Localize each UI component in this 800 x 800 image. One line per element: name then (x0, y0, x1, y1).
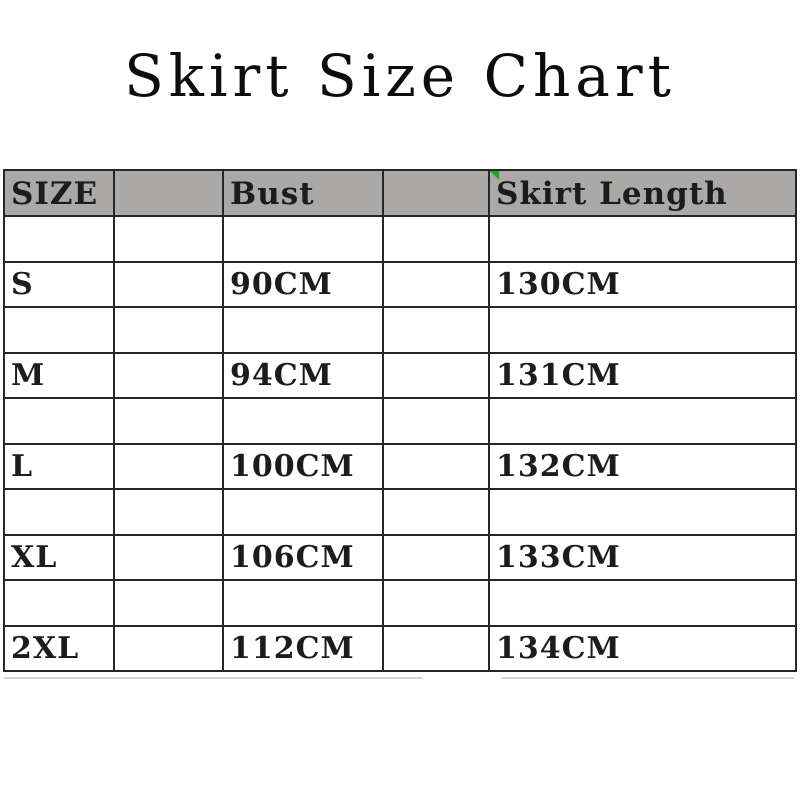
size-cell-l: L (5, 444, 113, 488)
empty-cell (115, 444, 222, 488)
spacer-cell (490, 399, 795, 443)
skirt-length-cell-m: 131CM (490, 353, 795, 397)
spacer-cell (115, 490, 222, 534)
empty-cell (115, 626, 222, 670)
spacer-cell (490, 217, 795, 261)
spacer-cell (490, 490, 795, 534)
size-cell-s: S (5, 262, 113, 306)
bust-cell-2xl: 112CM (224, 626, 382, 670)
spacer-cell (490, 308, 795, 352)
header-cell-skirt-length: Skirt Length (490, 171, 795, 215)
spacer-cell (5, 490, 113, 534)
empty-cell (115, 353, 222, 397)
header-spacer-cell (115, 171, 222, 215)
empty-cell (115, 535, 222, 579)
table-bottom-remnant-line (4, 677, 794, 679)
empty-cell (384, 535, 488, 579)
size-cell-2xl: 2XL (5, 626, 113, 670)
spacer-cell (224, 308, 382, 352)
size-cell-xl: XL (5, 535, 113, 579)
skirt-length-cell-s: 130CM (490, 262, 795, 306)
spacer-cell (384, 399, 488, 443)
empty-cell (384, 444, 488, 488)
page-title: Skirt Size Chart (124, 42, 676, 110)
empty-cell (384, 262, 488, 306)
spacer-cell (115, 581, 222, 625)
spacer-cell (5, 217, 113, 261)
spacer-cell (384, 490, 488, 534)
spacer-cell (224, 490, 382, 534)
bust-cell-l: 100CM (224, 444, 382, 488)
header-cell-bust: Bust (224, 171, 382, 215)
skirt-length-cell-2xl: 134CM (490, 626, 795, 670)
bust-cell-xl: 106CM (224, 535, 382, 579)
spacer-cell (5, 399, 113, 443)
header-cell-size: SIZE (5, 171, 113, 215)
bust-cell-s: 90CM (224, 262, 382, 306)
spacer-cell (490, 581, 795, 625)
spacer-cell (115, 399, 222, 443)
size-cell-m: M (5, 353, 113, 397)
skirt-length-cell-xl: 133CM (490, 535, 795, 579)
skirt-length-cell-l: 132CM (490, 444, 795, 488)
bust-cell-m: 94CM (224, 353, 382, 397)
size-table: SIZE Bust Skirt Length S 90CM 130CM M 94CM 131CM… (3, 169, 797, 672)
spacer-cell (224, 217, 382, 261)
spacer-cell (384, 581, 488, 625)
spacer-cell (5, 308, 113, 352)
spacer-cell (5, 581, 113, 625)
header-spacer-cell (384, 171, 488, 215)
spacer-cell (384, 308, 488, 352)
empty-cell (115, 262, 222, 306)
empty-cell (384, 353, 488, 397)
spacer-cell (384, 217, 488, 261)
green-corner-marker-icon (490, 171, 499, 180)
spacer-cell (115, 308, 222, 352)
spacer-cell (224, 581, 382, 625)
empty-cell (384, 626, 488, 670)
spacer-cell (224, 399, 382, 443)
spacer-cell (115, 217, 222, 261)
